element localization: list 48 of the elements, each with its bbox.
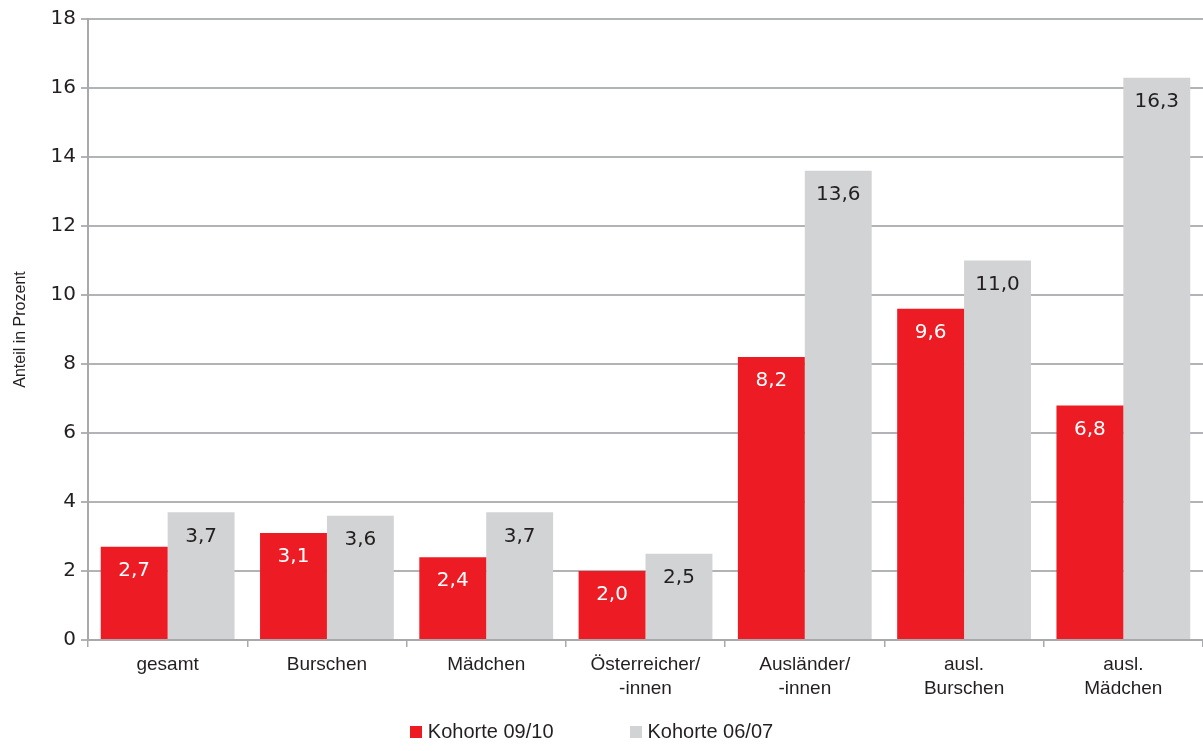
bar: [326, 515, 394, 639]
bar: [964, 260, 1031, 639]
bar: [1123, 77, 1191, 639]
y-tick-label: 8: [63, 350, 76, 375]
data-label: 3,6: [344, 526, 377, 550]
bar: [645, 553, 713, 639]
bar: [419, 557, 487, 639]
data-label: 2,7: [118, 557, 151, 582]
x-tick-label: Burschen: [286, 653, 368, 675]
data-label: 16,3: [1134, 87, 1180, 112]
y-tick-label: 4: [63, 488, 76, 513]
data-label: 2,0: [596, 581, 628, 606]
legend-label: Kohorte 06/07: [647, 720, 774, 743]
data-label: 6,8: [1074, 415, 1106, 440]
bar: [737, 357, 805, 639]
y-tick-label: 14: [50, 143, 76, 168]
y-tick-label: 18: [50, 5, 76, 30]
data-label: 3,7: [503, 522, 536, 547]
x-tick-label: Österreicher/-innen: [590, 653, 702, 698]
x-tick-label: Mädchen: [447, 653, 526, 675]
x-tick-label: gesamt: [136, 653, 200, 675]
data-label: 11,0: [975, 270, 1020, 295]
bar: [260, 533, 327, 639]
y-tick-label: 16: [50, 74, 76, 99]
legend-label: Kohorte 09/10: [427, 720, 554, 743]
y-tick-label: 6: [63, 419, 76, 444]
y-tick-label: 2: [63, 557, 76, 582]
bar: [578, 571, 646, 639]
data-label: 3,7: [185, 522, 217, 547]
y-tick-label: 0: [63, 626, 76, 651]
y-tick-label: 10: [50, 281, 76, 306]
bar: [167, 512, 235, 639]
data-label: 13,6: [815, 181, 861, 205]
x-tick-label: Ausländer/-innen: [759, 653, 851, 698]
data-label: 3,1: [277, 543, 310, 568]
data-label: 2,4: [436, 567, 469, 592]
y-tick-label: 12: [50, 212, 76, 237]
bar: [1056, 405, 1124, 639]
bar: [897, 308, 965, 639]
data-label: 9,6: [914, 319, 947, 343]
y-axis-title: Anteil in Prozent: [11, 270, 29, 388]
x-tick-label: ausl. Burschen: [923, 653, 1005, 698]
bar: [100, 546, 168, 639]
bar: [486, 512, 554, 639]
bar: [804, 170, 872, 639]
data-label: 8,2: [755, 367, 788, 392]
x-tick-label: ausl. Mädchen: [1084, 653, 1163, 698]
data-label: 2,5: [663, 563, 695, 588]
